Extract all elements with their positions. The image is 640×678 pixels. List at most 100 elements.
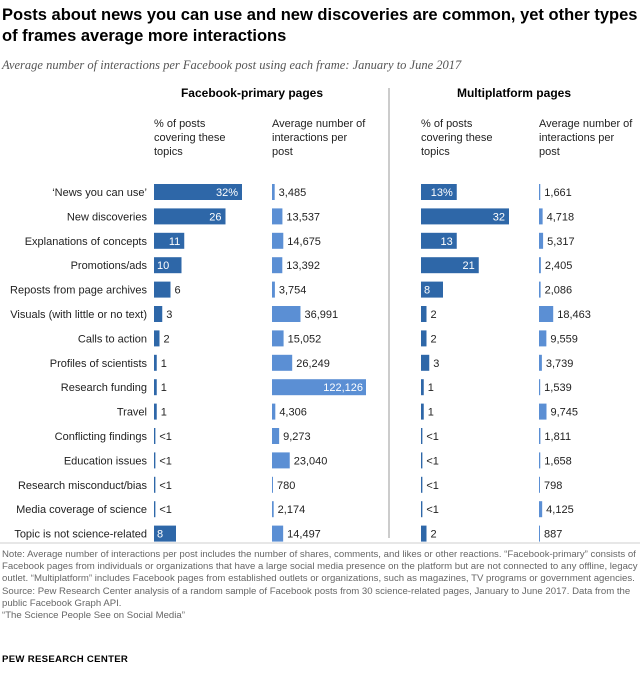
note-text: Note: Average number of interactions per… [2, 549, 638, 585]
pct-bar [154, 452, 156, 469]
interactions-bar [272, 306, 301, 322]
category-label: Media coverage of science [16, 504, 147, 516]
pct-bar [154, 184, 242, 200]
pct-data-label: 11 [169, 236, 180, 248]
pct-bar [421, 232, 457, 249]
report-title: “The Science People See on Social Media” [2, 610, 185, 622]
pct-bar [421, 379, 424, 396]
pct-data-label: 13 [441, 236, 453, 248]
pct-data-label: 6 [175, 285, 181, 297]
pct-bar [421, 330, 427, 347]
pct-bar [421, 428, 423, 444]
pct-data-label: <1 [159, 480, 172, 492]
category-label: New discoveries [67, 211, 148, 223]
pct-bar [154, 476, 156, 493]
pct-bar [154, 257, 182, 274]
category-label: Travel [117, 407, 147, 419]
interactions-bar [272, 257, 283, 274]
pct-data-label: 1 [428, 382, 434, 394]
pct-bar [154, 232, 185, 249]
pct-bar [154, 281, 171, 298]
pct-data-label: 8 [424, 285, 430, 297]
interactions-bar [539, 476, 540, 493]
pct-data-label: 3 [433, 358, 439, 370]
category-label: Explanations of concepts [25, 236, 148, 248]
interactions-data-label: 5,317 [547, 236, 575, 248]
category-label: Reposts from page archives [10, 285, 147, 297]
interactions-bar [539, 184, 541, 200]
pct-column-header: % of posts covering these topics [154, 118, 226, 158]
pct-data-label: 2 [431, 309, 437, 321]
interactions-bar [539, 232, 544, 249]
interactions-bar [539, 428, 541, 444]
interactions-bar [539, 281, 541, 298]
chart-title: Posts about news you can use and new dis… [2, 6, 638, 45]
interactions-bar [272, 379, 366, 396]
interactions-bar [539, 257, 541, 274]
pct-bar [154, 354, 157, 371]
interactions-column-header: Average number of interactions per post [272, 118, 366, 158]
pct-bar [421, 257, 479, 274]
interactions-data-label: 2,405 [545, 260, 573, 272]
category-label: Research funding [61, 382, 147, 394]
panel-title: Multiplatform pages [457, 86, 571, 100]
interactions-data-label: 26,249 [296, 358, 330, 370]
panel-title: Facebook-primary pages [181, 86, 323, 100]
interactions-bar [539, 330, 547, 347]
pct-bar [421, 184, 457, 200]
interactions-data-label: 4,718 [547, 211, 575, 223]
category-label: Education issues [64, 455, 148, 467]
interactions-data-label: 1,811 [544, 431, 571, 443]
interactions-data-label: 14,675 [287, 236, 321, 248]
pct-data-label: <1 [426, 431, 439, 443]
interactions-bar [272, 281, 275, 298]
notes-block: Note: Average number of interactions per… [2, 549, 638, 622]
pct-bar [154, 379, 157, 396]
pct-data-label: 32% [216, 187, 238, 199]
interactions-data-label: 14,497 [287, 529, 321, 541]
interactions-data-label: 2,086 [545, 285, 573, 297]
pct-bar [421, 525, 427, 542]
pct-data-label: <1 [426, 504, 439, 516]
interactions-data-label: 36,991 [304, 309, 338, 321]
category-label: Topic is not science-related [14, 529, 147, 541]
pct-data-label: 8 [157, 529, 163, 541]
interactions-data-label: 4,125 [546, 504, 574, 516]
interactions-data-label: 9,559 [550, 333, 578, 345]
pct-data-label: 32 [493, 211, 505, 223]
interactions-bar [272, 428, 280, 444]
interactions-data-label: 887 [544, 529, 562, 541]
interactions-data-label: 3,739 [546, 358, 574, 370]
interactions-bar [539, 501, 543, 518]
interactions-bar [272, 452, 290, 469]
pct-bar [154, 525, 176, 542]
chart-subtitle: Average number of interactions per Faceb… [2, 58, 462, 72]
interactions-data-label: 4,306 [279, 407, 307, 419]
interactions-bar [272, 232, 284, 249]
pct-data-label: 26 [209, 211, 221, 223]
pct-bar [421, 501, 423, 518]
pct-data-label: 2 [431, 529, 437, 541]
interactions-data-label: 3,754 [279, 285, 307, 297]
pct-data-label: 21 [463, 260, 475, 272]
interactions-data-label: 798 [544, 480, 562, 492]
interactions-column-header: Average number of interactions per post [539, 118, 633, 158]
category-label: Visuals (with little or no text) [10, 309, 147, 321]
interactions-data-label: 13,392 [286, 260, 320, 272]
pct-bar [154, 306, 163, 322]
pct-data-label: 1 [161, 407, 167, 419]
interactions-data-label: 1,539 [544, 382, 572, 394]
interactions-bar [272, 184, 275, 200]
interactions-bar [539, 306, 554, 322]
category-label: ‘News you can use’ [52, 187, 147, 199]
pct-data-label: <1 [159, 431, 172, 443]
pct-bar [154, 501, 156, 518]
chart-area: ‘News you can use’ New discoveries Explana… [0, 86, 640, 544]
interactions-data-label: 15,052 [288, 333, 322, 345]
interactions-data-label: 9,745 [551, 407, 579, 419]
pct-bar [421, 476, 423, 493]
source-text: Source: Pew Research Center analysis of … [2, 585, 631, 609]
pct-data-label: 10 [157, 260, 169, 272]
pct-data-label: <1 [426, 480, 439, 492]
pct-data-label: 1 [161, 358, 167, 370]
